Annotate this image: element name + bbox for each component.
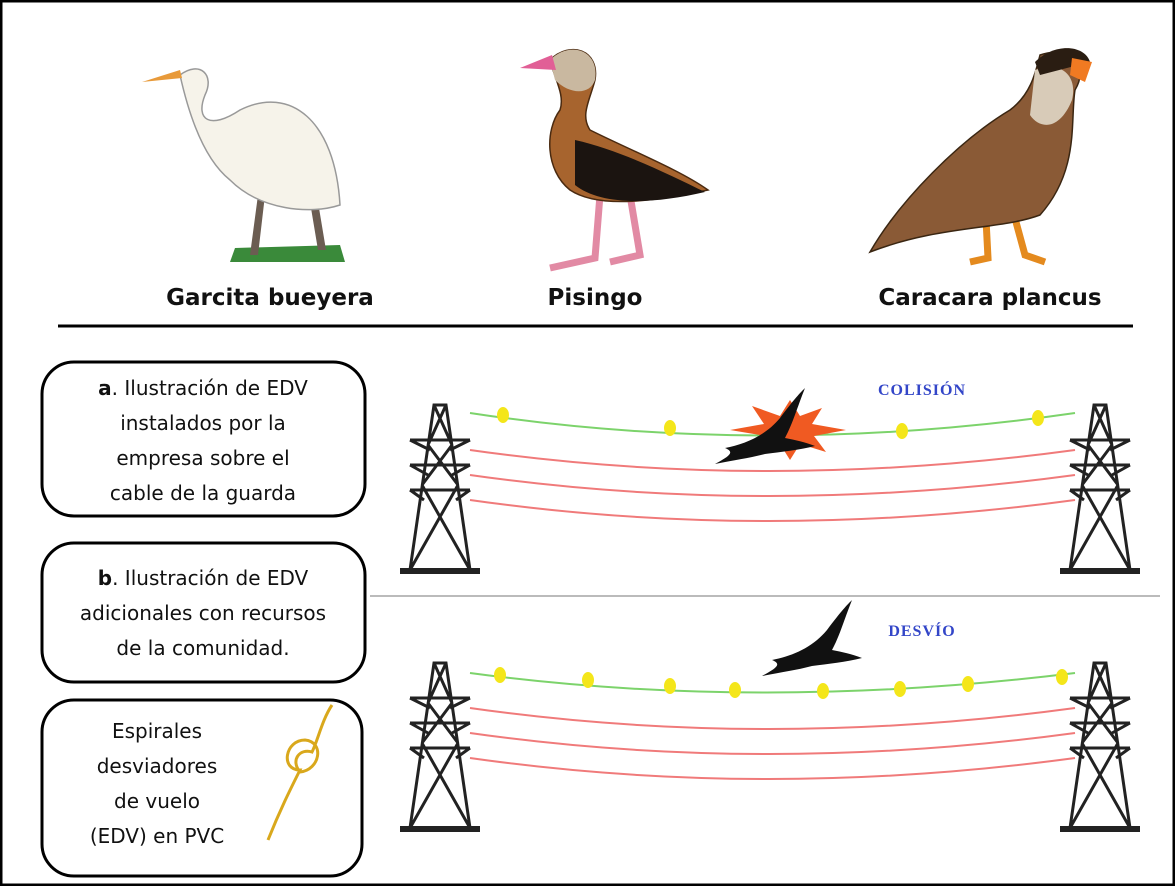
box-marker: b [98,566,112,590]
bird-name: Caracara plancus [878,285,1101,311]
box-line: desviadores [97,754,218,778]
box-marker: a [98,376,112,400]
box-line: b. Ilustración de EDV [98,566,309,590]
box-text: . Ilustración de EDV [112,376,308,400]
panel-label: DESVÍO [888,621,955,640]
panel-label: COLISIÓN [878,380,966,399]
box-line: (EDV) en PVC [90,824,224,848]
figure: Garcita bueyera Pisingo Caracara plancus… [0,0,1175,886]
box-line: a. Ilustración de EDV [98,376,308,400]
box-line: Espirales [112,719,202,743]
box-line: empresa sobre el [116,446,289,470]
box-line: cable de la guarda [110,481,296,505]
box-line: de vuelo [114,789,200,813]
box-line: adicionales con recursos [80,601,326,625]
bird-name: Pisingo [548,285,643,311]
box-line: de la comunidad. [116,636,289,660]
box-line: instalados por la [120,411,286,435]
bird-name: Garcita bueyera [166,285,374,311]
box-text: . Ilustración de EDV [112,566,308,590]
